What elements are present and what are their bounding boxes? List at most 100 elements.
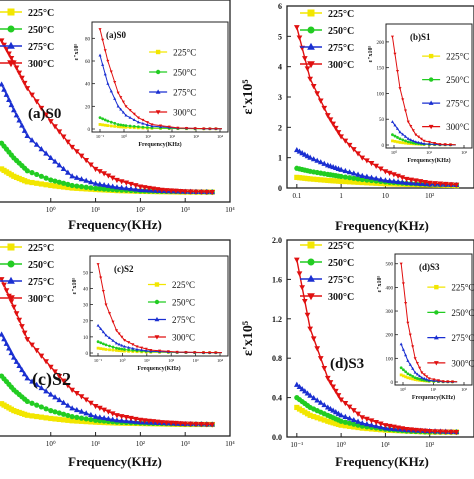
data-point-275 — [13, 112, 20, 118]
data-point-275 — [88, 179, 94, 185]
data-point-225 — [307, 412, 313, 418]
data-point-300 — [448, 182, 454, 188]
data-point-275 — [296, 383, 303, 390]
legend-unit: °C — [43, 59, 54, 70]
data-point-300 — [150, 419, 157, 425]
data-point-250 — [38, 173, 44, 179]
data-point-275 — [105, 182, 112, 188]
data-point-275 — [368, 422, 375, 428]
data-point-300 — [56, 129, 63, 135]
data-point-275 — [38, 145, 45, 152]
inset-data-point-225 — [415, 378, 419, 382]
inset-data-point-300 — [175, 350, 179, 354]
data-point-275 — [24, 132, 31, 138]
data-point-300 — [163, 188, 170, 194]
inset-data-point-250 — [106, 119, 110, 123]
data-point-250 — [52, 178, 58, 184]
y-tick-label: 4 — [278, 63, 282, 72]
inset-legend-temperature: 300 — [172, 333, 186, 343]
data-point-275 — [56, 162, 63, 168]
inset-data-point-275 — [106, 81, 110, 85]
inset-data-point-300 — [432, 378, 436, 382]
inset-x-tick-label: 10⁰ — [121, 134, 128, 139]
data-point-300 — [198, 189, 205, 195]
data-point-275 — [6, 345, 12, 351]
data-point-225 — [34, 413, 40, 420]
data-point-250 — [65, 181, 71, 187]
data-point-300 — [391, 424, 397, 430]
data-point-275 — [128, 185, 134, 191]
inset-legend-unit: °C — [187, 108, 197, 118]
inset-data-point-250 — [119, 123, 123, 127]
data-point-225 — [327, 177, 334, 184]
inset-data-point-300 — [395, 69, 400, 73]
legend-temperature: 225 — [328, 9, 343, 20]
data-point-275 — [1, 336, 7, 342]
inset-data-point-225 — [391, 139, 394, 143]
inset-legend-marker — [434, 310, 439, 315]
data-point-300 — [359, 415, 366, 421]
data-point-300 — [198, 422, 205, 428]
inset-x-tick-label: 10¹ — [431, 387, 438, 392]
data-point-225 — [19, 410, 25, 417]
data-point-300 — [88, 162, 94, 168]
inset-data-point-300 — [446, 380, 450, 384]
inset-data-point-300 — [406, 120, 410, 124]
data-point-300 — [19, 324, 25, 330]
inset-legend-unit: °C — [465, 358, 474, 368]
data-point-275 — [33, 141, 40, 147]
data-point-300 — [373, 419, 380, 426]
legend-temperature: 225 — [28, 8, 43, 19]
legend-entry: 250°C — [28, 25, 54, 36]
inset-data-point-250 — [393, 134, 397, 138]
inset-legend-entry: 300°C — [173, 108, 196, 118]
inset-legend-marker — [433, 361, 439, 366]
data-point-300 — [29, 342, 35, 348]
data-point-300 — [64, 139, 71, 145]
data-point-275 — [391, 178, 397, 184]
data-point-300 — [310, 84, 317, 90]
data-point-275 — [373, 175, 380, 181]
data-point-250 — [24, 168, 30, 174]
inset-data-point-300 — [124, 105, 128, 109]
legend-temperature: 275 — [28, 277, 43, 288]
data-point-225 — [38, 414, 44, 420]
panel-bottom-left: 10⁰ 10¹ 10² 10³ 10⁴Frequency(KHz)225°C250°C2… — [0, 239, 235, 469]
x-axis-label: Frequency(KHz) — [335, 218, 429, 233]
data-point-275 — [377, 176, 384, 182]
inset-y-tick-label: 40 — [85, 83, 91, 88]
inset-label: (b)S1 — [410, 32, 431, 42]
data-point-300 — [391, 172, 397, 178]
legend-entry: 250°C — [28, 260, 54, 271]
panel-label: (c)S2 — [32, 369, 71, 390]
data-point-275 — [317, 159, 324, 165]
data-point-225 — [304, 175, 311, 182]
plot-frame — [286, 239, 474, 438]
inset-data-point-300 — [98, 28, 102, 31]
inset-legend-unit: °C — [185, 333, 195, 343]
inset-legend-unit: °C — [185, 315, 195, 325]
data-point-225 — [342, 423, 348, 429]
inset-data-point-300 — [202, 127, 206, 131]
inset-data-point-250 — [101, 117, 105, 121]
data-point-300 — [377, 166, 384, 172]
data-point-275 — [346, 169, 353, 175]
x-tick-label: 10⁴ — [225, 206, 235, 214]
legend-marker — [7, 276, 15, 284]
legend-marker — [7, 25, 15, 33]
inset-data-point-300 — [101, 38, 105, 42]
inset-data-point-300 — [127, 341, 131, 344]
data-point-275 — [78, 176, 85, 182]
inset-legend-unit: °C — [185, 298, 195, 308]
inset-data-point-225 — [404, 375, 408, 379]
data-point-300 — [33, 348, 40, 354]
data-point-300 — [408, 177, 415, 183]
data-point-275 — [38, 384, 45, 391]
inset-x-tick-label: 10¹ — [144, 358, 151, 363]
data-point-275 — [8, 349, 15, 356]
inset-legend-temperature: 300 — [446, 122, 460, 132]
data-point-300 — [453, 182, 460, 188]
data-point-250 — [338, 418, 344, 424]
inset-legend-temperature: 300 — [451, 358, 465, 368]
inset-legend-entry: 300°C — [451, 358, 474, 368]
